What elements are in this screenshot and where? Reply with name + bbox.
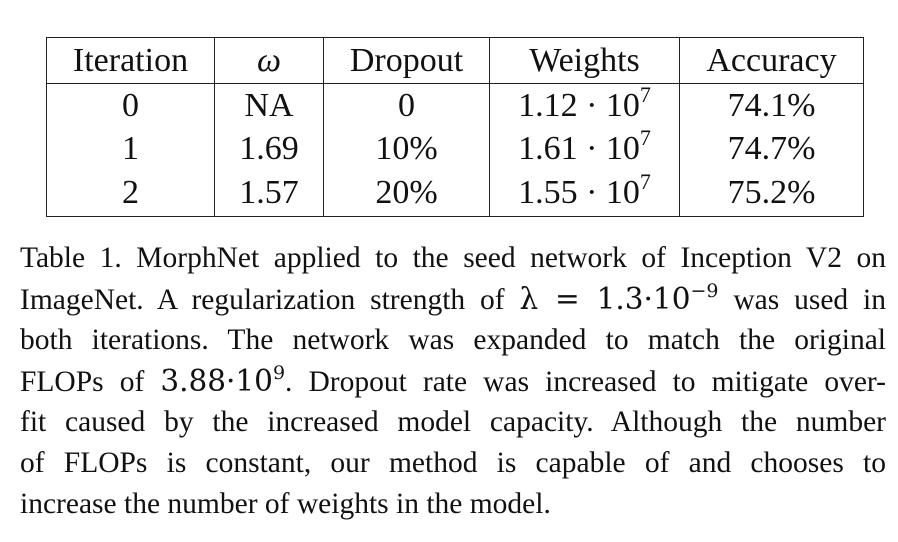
caption-line: of FLOPs is constant, our method is capa…	[20, 446, 886, 479]
caption-line: ImageNet. A regularization strength of λ…	[20, 279, 886, 321]
cell-omega: 1.69	[214, 127, 324, 170]
caption-line: Table 1. MorphNet applied to the seed ne…	[20, 242, 886, 274]
cell-iteration: 2	[46, 170, 215, 217]
lambda-math: λ = 1.3·10−9	[519, 279, 719, 316]
cell-omega: NA	[214, 83, 324, 127]
flops-math: 3.88·109	[160, 361, 286, 398]
caption-text: ImageNet. A regularization strength of	[20, 283, 520, 316]
header-iteration: Iteration	[46, 37, 215, 84]
table-header-row: Iteration ω Dropout Weights Accuracy	[46, 37, 864, 84]
table-row: 0 NA 0 1.12 · 107 74.1%	[46, 81, 864, 127]
cell-dropout: 20%	[323, 170, 490, 217]
header-weights: Weights	[489, 37, 680, 84]
weights-exponent: 7	[639, 124, 651, 150]
weights-mantissa: 1.61 · 10	[518, 129, 640, 167]
caption-text: . Dropout rate was increased to mitigate…	[285, 365, 886, 398]
caption-line: fit caused by the increased model capaci…	[20, 406, 886, 439]
caption-line: increase the number of weights in the mo…	[20, 487, 551, 520]
cell-accuracy: 74.1%	[679, 83, 864, 127]
header-omega: ω	[214, 37, 324, 84]
flops-value: 3.88·10	[160, 363, 273, 398]
header-dropout: Dropout	[323, 37, 490, 84]
caption-text: was used in	[718, 283, 886, 316]
weights-exponent: 7	[639, 169, 651, 194]
cell-weights: 1.12 · 107	[489, 81, 680, 127]
cell-accuracy: 75.2%	[679, 170, 864, 217]
weights-mantissa: 1.55 · 10	[518, 174, 640, 211]
caption-line: both iterations. The network was expande…	[20, 324, 886, 357]
results-table-container: Iteration ω Dropout Weights Accuracy 0 N…	[46, 37, 864, 217]
flops-exponent: 9	[272, 361, 286, 384]
caption-line: FLOPs of 3.88·109. Dropout rate was incr…	[20, 361, 886, 403]
cell-dropout: 0	[323, 83, 490, 127]
cell-iteration: 0	[46, 83, 215, 127]
cell-dropout: 10%	[323, 127, 490, 170]
cell-weights: 1.61 · 107	[489, 124, 680, 170]
cell-omega: 1.57	[214, 170, 324, 217]
lambda-exponent: −9	[690, 279, 719, 302]
cell-accuracy: 74.7%	[679, 127, 864, 170]
weights-mantissa: 1.12 · 10	[518, 86, 640, 124]
lambda-value: λ = 1.3·10	[519, 281, 691, 316]
caption-text: FLOPs of	[20, 365, 161, 398]
results-table: Iteration ω Dropout Weights Accuracy 0 N…	[46, 37, 864, 217]
table-row: 1 1.69 10% 1.61 · 107 74.7%	[46, 124, 864, 170]
header-accuracy: Accuracy	[679, 37, 864, 84]
weights-exponent: 7	[639, 81, 651, 107]
table-row: 2 1.57 20% 1.55 · 107 75.2%	[46, 169, 864, 217]
cell-iteration: 1	[46, 127, 215, 170]
table-caption: Table 1. MorphNet applied to the seed ne…	[20, 238, 886, 524]
cell-weights: 1.55 · 107	[489, 169, 680, 217]
